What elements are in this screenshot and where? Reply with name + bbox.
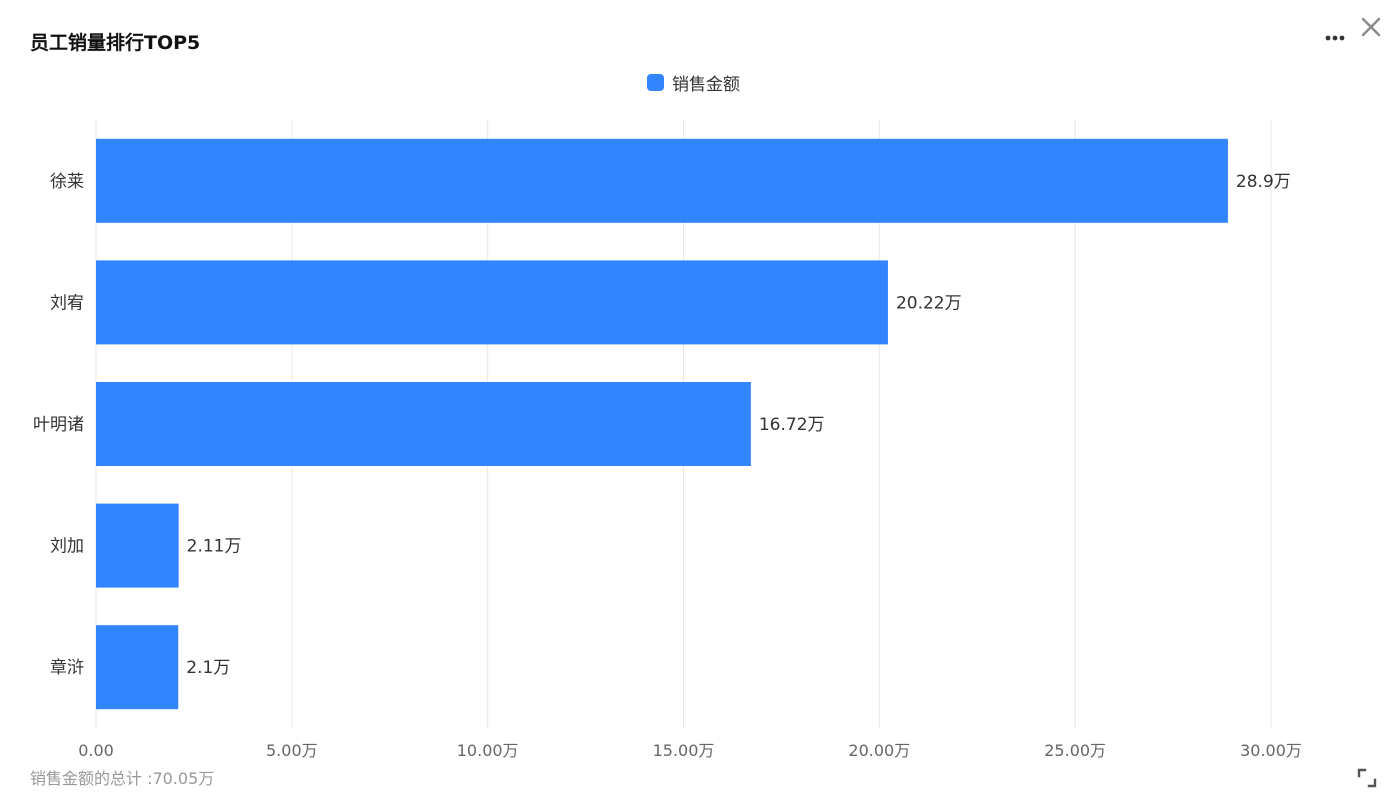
- data-label: 2.11万: [187, 537, 242, 557]
- x-tick-label: 25.00万: [1044, 741, 1106, 760]
- footer-total: 销售金额的总计 :70.05万: [30, 769, 215, 788]
- legend-label: 销售金额: [672, 75, 740, 95]
- data-label: 16.72万: [759, 415, 825, 435]
- x-tick-label: 5.00万: [266, 741, 318, 760]
- more-dots-icon[interactable]: [1322, 28, 1350, 48]
- bar: [96, 260, 888, 345]
- x-tick-label: 0.00: [78, 741, 114, 760]
- bar: [96, 625, 179, 710]
- data-label: 20.22万: [896, 293, 962, 313]
- legend-item-sales[interactable]: 销售金额: [647, 70, 740, 95]
- data-label: 2.1万: [186, 658, 230, 678]
- bar: [96, 382, 751, 466]
- data-label: 28.9万: [1236, 172, 1291, 192]
- category-label: 章浒: [50, 658, 84, 678]
- bar: [96, 503, 179, 588]
- category-label: 刘宥: [50, 293, 84, 313]
- x-tick-label: 10.00万: [457, 741, 519, 760]
- legend-swatch: [647, 74, 664, 91]
- bar: [96, 138, 1228, 223]
- category-label: 徐莱: [50, 172, 84, 192]
- x-tick-label: 20.00万: [848, 741, 910, 760]
- expand-icon[interactable]: [1356, 767, 1378, 789]
- category-label: 叶明诸: [33, 415, 84, 435]
- x-tick-label: 30.00万: [1240, 741, 1302, 760]
- chart-title: 员工销量排行TOP5: [30, 32, 201, 54]
- x-tick-label: 15.00万: [653, 741, 715, 760]
- category-label: 刘加: [50, 537, 84, 557]
- close-icon[interactable]: [1358, 14, 1384, 40]
